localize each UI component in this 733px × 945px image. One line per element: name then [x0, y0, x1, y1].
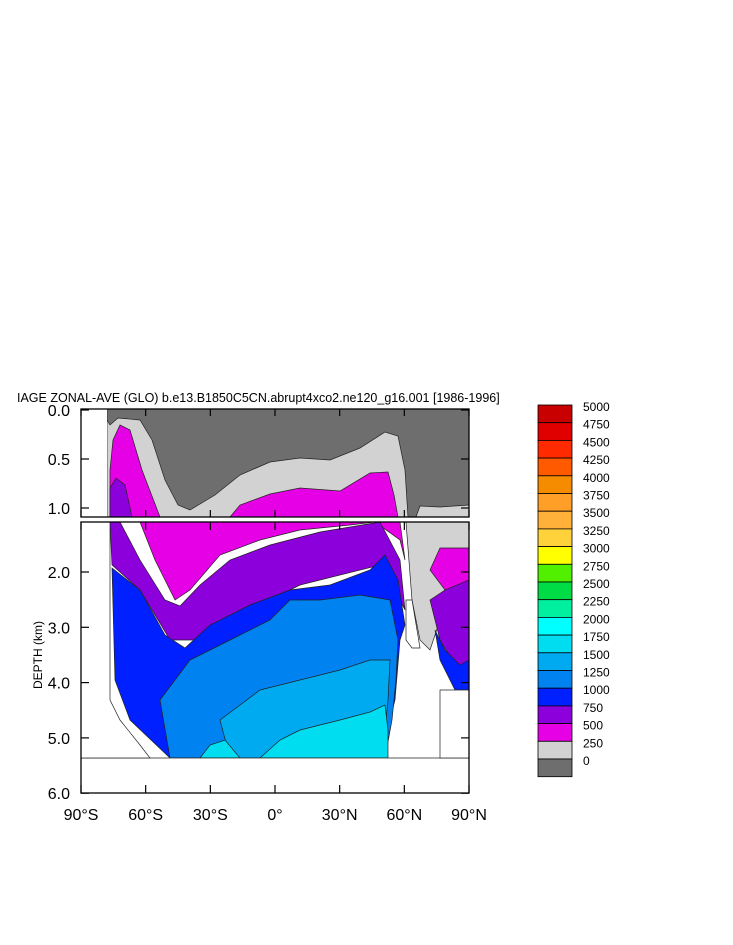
upper-panel-fields: [81, 409, 469, 517]
y-tick-label-upper: 0.5: [48, 452, 70, 469]
colorbar-box: [537, 528, 573, 548]
colorbar: 5000475045004250400037503500325030002750…: [537, 400, 610, 778]
y-tick-label-lower: 2.0: [48, 565, 70, 582]
colorbar-label: 2500: [583, 577, 610, 591]
colorbar-box: [537, 599, 573, 618]
colorbar-box: [537, 546, 573, 565]
colorbar-box: [537, 740, 573, 760]
land-antarctica-upper: [81, 409, 107, 517]
colorbar-box: [537, 581, 573, 601]
colorbar-label: 500: [583, 719, 603, 733]
land-south: [81, 522, 151, 759]
land-bottom: [81, 757, 469, 793]
colorbar-box: [537, 422, 573, 441]
colorbar-label: 250: [583, 736, 603, 750]
chart-title: IAGE ZONAL-AVE (GLO) b.e13.B1850C5CN.abr…: [17, 391, 500, 405]
colorbar-label: 4000: [583, 471, 610, 485]
colorbar-box: [537, 687, 573, 707]
colorbar-box: [537, 617, 573, 636]
x-tick-label: 90°N: [451, 807, 487, 824]
colorbar-box: [537, 439, 573, 459]
land-north-gap: [405, 599, 421, 649]
lower-panel-fields: [81, 522, 469, 793]
field-1000-lower-north: [434, 629, 469, 691]
colorbar-label: 3000: [583, 542, 610, 556]
colorbar-label: 2750: [583, 559, 610, 573]
y-axis-label: DEPTH (km): [31, 621, 45, 689]
x-tick-label: 60°S: [128, 807, 163, 824]
colorbar-box: [537, 705, 573, 725]
x-tick-label: 0°: [267, 807, 282, 824]
colorbar-box: [537, 652, 573, 671]
y-tick-label-lower: 3.0: [48, 620, 70, 637]
colorbar-box: [537, 510, 573, 530]
colorbar-label: 2000: [583, 612, 610, 626]
colorbar-box: [537, 723, 573, 742]
x-tick-label: 30°S: [193, 807, 228, 824]
contour-fields: [81, 409, 469, 793]
x-tick-label: 30°N: [322, 807, 358, 824]
colorbar-box: [537, 493, 573, 512]
colorbar-label: 3750: [583, 489, 610, 503]
colorbar-label: 1250: [583, 666, 610, 680]
colorbar-label: 0: [583, 754, 590, 768]
colorbar-label: 3250: [583, 524, 610, 538]
field-500-lower: [110, 522, 406, 601]
colorbar-label: 1000: [583, 683, 610, 697]
colorbar-label: 1750: [583, 630, 610, 644]
field-1750-lower: [259, 704, 389, 759]
y-tick-label-lower: 6.0: [48, 786, 70, 803]
colorbar-box: [537, 670, 573, 689]
y-tick-label-upper: 0.0: [48, 403, 70, 420]
colorbar-box: [537, 475, 573, 494]
y-tick-label-lower: 4.0: [48, 676, 70, 693]
colorbar-label: 750: [583, 701, 603, 715]
colorbar-box: [537, 758, 573, 778]
colorbar-box: [537, 563, 573, 583]
x-tick-label: 90°S: [64, 807, 99, 824]
colorbar-label: 2250: [583, 595, 610, 609]
colorbar-label: 4750: [583, 418, 610, 432]
colorbar-label: 5000: [583, 400, 610, 414]
field-250-upper-north: [415, 504, 469, 517]
field-500-lower-north: [429, 547, 469, 591]
colorbar-label: 4250: [583, 453, 610, 467]
y-tick-label-upper: 1.0: [48, 501, 70, 518]
field-500-upper: [109, 424, 399, 517]
colorbar-label: 1500: [583, 648, 610, 662]
colorbar-box: [537, 634, 573, 654]
field-750-lower: [109, 522, 406, 641]
field-250-lower-north: [110, 522, 469, 651]
y-tick-label-lower: 5.0: [48, 731, 70, 748]
colorbar-box: [537, 404, 573, 424]
colorbar-label: 4500: [583, 435, 610, 449]
field-750-upper: [109, 477, 133, 517]
colorbar-box: [537, 457, 573, 477]
x-tick-label: 60°N: [386, 807, 422, 824]
axis-ticks: 90°S 60°S 30°S 0° 30°N 60°N 90°N 0.0 0.5 1.0 2.0 3.…: [48, 403, 487, 824]
land-north: [439, 689, 469, 759]
colorbar-label: 3500: [583, 506, 610, 520]
